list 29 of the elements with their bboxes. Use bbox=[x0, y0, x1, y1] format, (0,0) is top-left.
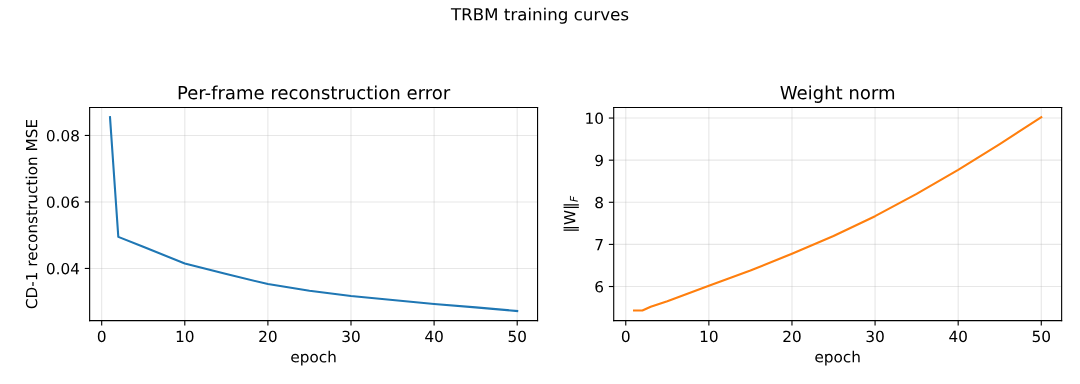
x-tick-label: 20 bbox=[783, 330, 801, 343]
y-tick-label: 0.04 bbox=[46, 262, 80, 275]
x-tick-label: 30 bbox=[342, 330, 360, 343]
x-tick-label: 0 bbox=[621, 330, 630, 343]
x-tick-label: 40 bbox=[425, 330, 443, 343]
x-axis-title: epoch bbox=[291, 350, 336, 366]
x-tick-label: 10 bbox=[700, 330, 718, 343]
y-tick-label: 7 bbox=[595, 239, 603, 251]
line-series bbox=[108, 116, 519, 313]
y-axis-title: ‖W‖$_{F}$ bbox=[563, 195, 579, 231]
text: TRBM training curves bbox=[450, 7, 629, 24]
x-tick-label: 10 bbox=[176, 330, 194, 343]
x-tick-label: 50 bbox=[1032, 330, 1050, 343]
x-tick-label: 30 bbox=[866, 330, 884, 343]
line-series bbox=[633, 116, 1043, 312]
y-tick-label: 9 bbox=[595, 154, 603, 167]
x-tick-label: 40 bbox=[949, 330, 967, 343]
y-tick-label: 0.06 bbox=[46, 196, 79, 208]
y-tick-label: 0.08 bbox=[46, 129, 79, 142]
y-tick-label: 6 bbox=[595, 280, 604, 293]
y-axis-title: CD-1 reconstruction MSE bbox=[25, 119, 38, 309]
y-tick-label: 8 bbox=[595, 196, 603, 209]
x-tick-label: 0 bbox=[97, 330, 106, 343]
x-tick-label: 50 bbox=[508, 330, 526, 343]
y-tick-label: 10 bbox=[586, 112, 603, 125]
x-tick-label: 20 bbox=[259, 330, 277, 343]
x-axis-title: epoch bbox=[815, 350, 860, 366]
chart-title: Per-frame reconstruction error bbox=[178, 85, 451, 100]
chart-title: Weight norm bbox=[780, 85, 895, 103]
